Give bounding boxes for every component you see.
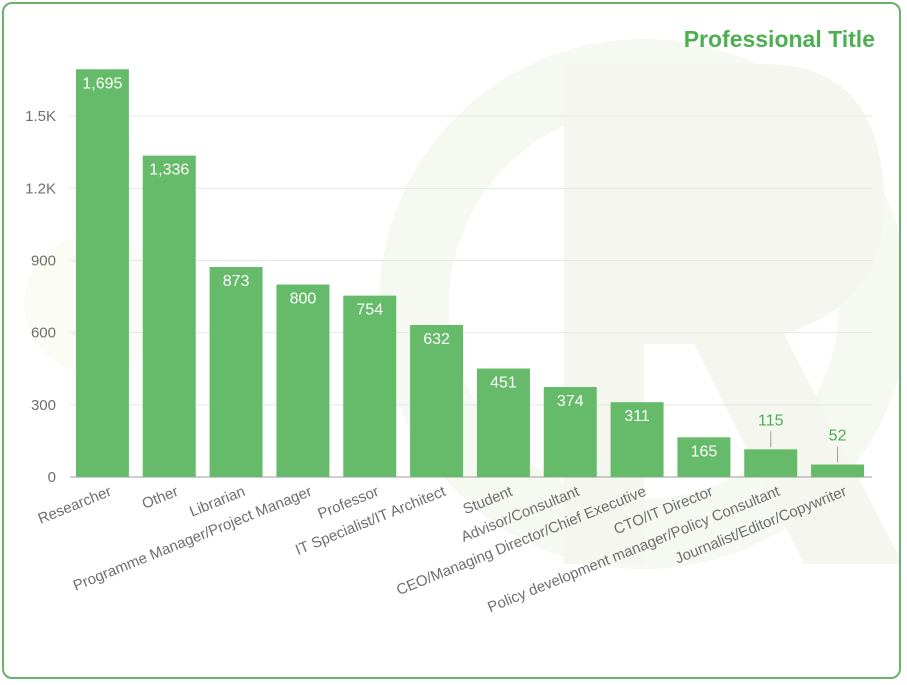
- bar: [410, 324, 464, 477]
- data-label: 1,695: [82, 75, 122, 92]
- data-label: 632: [423, 331, 450, 348]
- data-label: 311: [624, 408, 650, 425]
- bar: [142, 155, 196, 477]
- chart-card: Professional Title 0 300 600 900 1.2K 1.5K 1,6…: [2, 2, 901, 679]
- bar: [276, 284, 330, 477]
- y-tick-label: 900: [31, 253, 56, 270]
- data-label: 115: [758, 412, 784, 429]
- x-category-label: Other: [140, 483, 181, 513]
- data-label: 451: [490, 375, 517, 392]
- y-tick-label: 1.5K: [25, 108, 56, 125]
- y-tick-label: 1.2K: [25, 180, 56, 197]
- bar: [744, 449, 798, 477]
- bar: [209, 266, 263, 477]
- y-tick-label: 0: [48, 469, 56, 486]
- bar: [476, 368, 530, 477]
- chart-title: Professional Title: [683, 26, 875, 52]
- data-label: 800: [290, 291, 317, 308]
- bar: [75, 69, 129, 477]
- y-tick-label: 600: [31, 325, 56, 342]
- bar: [543, 387, 597, 477]
- bar: [677, 437, 731, 477]
- data-label: 1,336: [149, 162, 189, 179]
- bar: [343, 295, 397, 477]
- watermark-logo: [24, 39, 899, 569]
- data-label: 374: [557, 393, 584, 410]
- y-tick-label: 300: [31, 397, 56, 414]
- bar: [610, 402, 664, 477]
- bar: [811, 464, 865, 477]
- data-label: 165: [691, 443, 718, 460]
- data-label: 52: [829, 427, 847, 444]
- x-category-label: Researcher: [36, 483, 114, 528]
- data-label: 754: [356, 302, 383, 319]
- data-label: 873: [223, 273, 250, 290]
- bar-chart: 0 300 600 900 1.2K 1.5K 1,695 Researcher 1,336 Ot…: [25, 69, 872, 616]
